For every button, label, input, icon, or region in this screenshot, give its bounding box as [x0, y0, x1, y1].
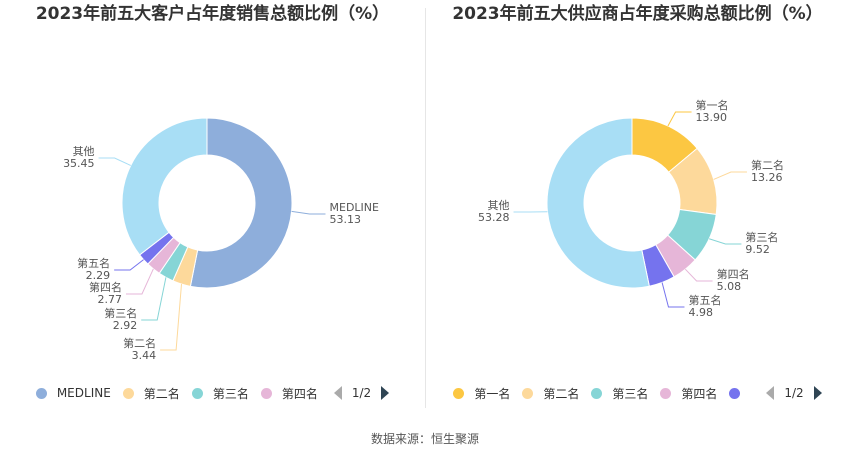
label-leader-line [684, 268, 713, 282]
label-leader-line [713, 171, 747, 180]
slice-label-name: 其他 [488, 199, 510, 212]
slice-label-value: 35.45 [63, 157, 95, 170]
legend-color-dot [260, 387, 272, 399]
next-page-icon[interactable] [381, 386, 390, 400]
prev-page-icon[interactable] [766, 386, 775, 400]
slice-label-value: 5.08 [717, 280, 742, 293]
slice-label-value: 53.28 [478, 211, 510, 224]
slice-label-name: 第三名 [745, 230, 778, 244]
data-source-footer: 数据来源：恒生聚源 [370, 432, 479, 446]
label-leader-line [98, 157, 131, 166]
label-leader-line [708, 238, 742, 245]
slice-label-value: 2.77 [97, 293, 122, 306]
legend-item[interactable]: 第二名 [122, 385, 180, 402]
label-leader-line [661, 282, 685, 308]
label-leader-line [114, 259, 144, 271]
pie-slice[interactable] [189, 117, 293, 289]
legend-color-dot [35, 387, 47, 399]
slice-label-name: MEDLINE [330, 201, 380, 214]
legend-pager: 1/2 [766, 386, 822, 400]
legend-item[interactable]: 第四名 [660, 385, 717, 402]
label-leader-line [125, 268, 154, 295]
legend-color-dot [660, 387, 672, 399]
slice-label-name: 第五名 [77, 256, 110, 270]
legend-label: 第四名 [281, 386, 318, 401]
legend-item[interactable]: 第三名 [591, 385, 648, 402]
slice-label-value: 9.52 [745, 243, 770, 256]
customer-chart-panel: 2023年前五大客户占年度销售总额比例（%） MEDLINE 53.13 第二名 3.… [0, 0, 425, 420]
label-leader-line [291, 210, 326, 215]
chart-title: 2023年前五大客户占年度销售总额比例（%） [35, 4, 390, 24]
legend-page-indicator: 1/2 [351, 386, 372, 400]
legend-color-dot [122, 387, 134, 399]
slice-label-name: 第四名 [717, 267, 750, 281]
legend-label: 第二名 [143, 386, 180, 401]
panel-divider [425, 8, 426, 408]
legend-color-dot [453, 387, 465, 399]
legend-item[interactable]: 第一名 [453, 385, 510, 402]
legend-color-dot [591, 387, 603, 399]
legend-item[interactable]: 第四名 [260, 385, 318, 402]
slice-label-name: 第三名 [104, 306, 137, 320]
slice-label-name: 第二名 [123, 336, 156, 350]
slice-label-value: 13.26 [751, 171, 783, 184]
slice-label-value: 3.44 [132, 349, 157, 362]
label-leader-line [160, 284, 182, 351]
slice-label-value: 2.92 [113, 319, 138, 332]
chart-legend: 第一名 第二名 第三名 第四名 1/2 [435, 384, 840, 402]
slice-label-name: 第四名 [89, 280, 122, 294]
legend-label: MEDLINE [56, 386, 111, 400]
prev-page-icon[interactable] [333, 386, 342, 400]
legend-label: 第二名 [543, 386, 580, 401]
legend-page-indicator: 1/2 [784, 386, 804, 400]
pie-slice[interactable] [121, 117, 208, 256]
supplier-chart-panel: 2023年前五大供应商占年度采购总额比例（%） 第一名 13.90 第二名 13.26… [425, 0, 850, 420]
slice-label-name: 第一名 [696, 98, 729, 112]
slice-label-name: 第五名 [688, 293, 721, 307]
legend-item[interactable] [729, 387, 750, 399]
legend-item[interactable]: MEDLINE [35, 386, 111, 400]
legend-color-dot [191, 387, 203, 399]
slice-label-name: 第二名 [751, 158, 784, 172]
legend-label: 第三名 [212, 386, 249, 401]
legend-color-dot [729, 387, 741, 399]
slice-label-value: 2.29 [86, 269, 111, 282]
legend-label: 第四名 [681, 386, 718, 401]
slice-label-name: 其他 [73, 145, 95, 158]
chart-title: 2023年前五大供应商占年度采购总额比例（%） [452, 4, 823, 24]
legend-item[interactable]: 第三名 [191, 385, 249, 402]
slice-label-value: 53.13 [330, 213, 362, 226]
label-leader-line [141, 277, 167, 321]
slice-label-value: 13.90 [696, 111, 728, 124]
next-page-icon[interactable] [813, 386, 822, 400]
legend-item[interactable]: 第二名 [522, 385, 579, 402]
legend-label: 第一名 [474, 386, 511, 401]
legend-color-dot [522, 387, 534, 399]
slice-label-value: 4.98 [688, 306, 713, 319]
pie-slice[interactable] [546, 117, 650, 289]
legend-label: 第三名 [612, 386, 649, 401]
label-leader-line [667, 111, 692, 127]
chart-legend: MEDLINE 第二名 第三名 第四名 1/2 [10, 384, 415, 402]
legend-pager: 1/2 [333, 386, 390, 400]
